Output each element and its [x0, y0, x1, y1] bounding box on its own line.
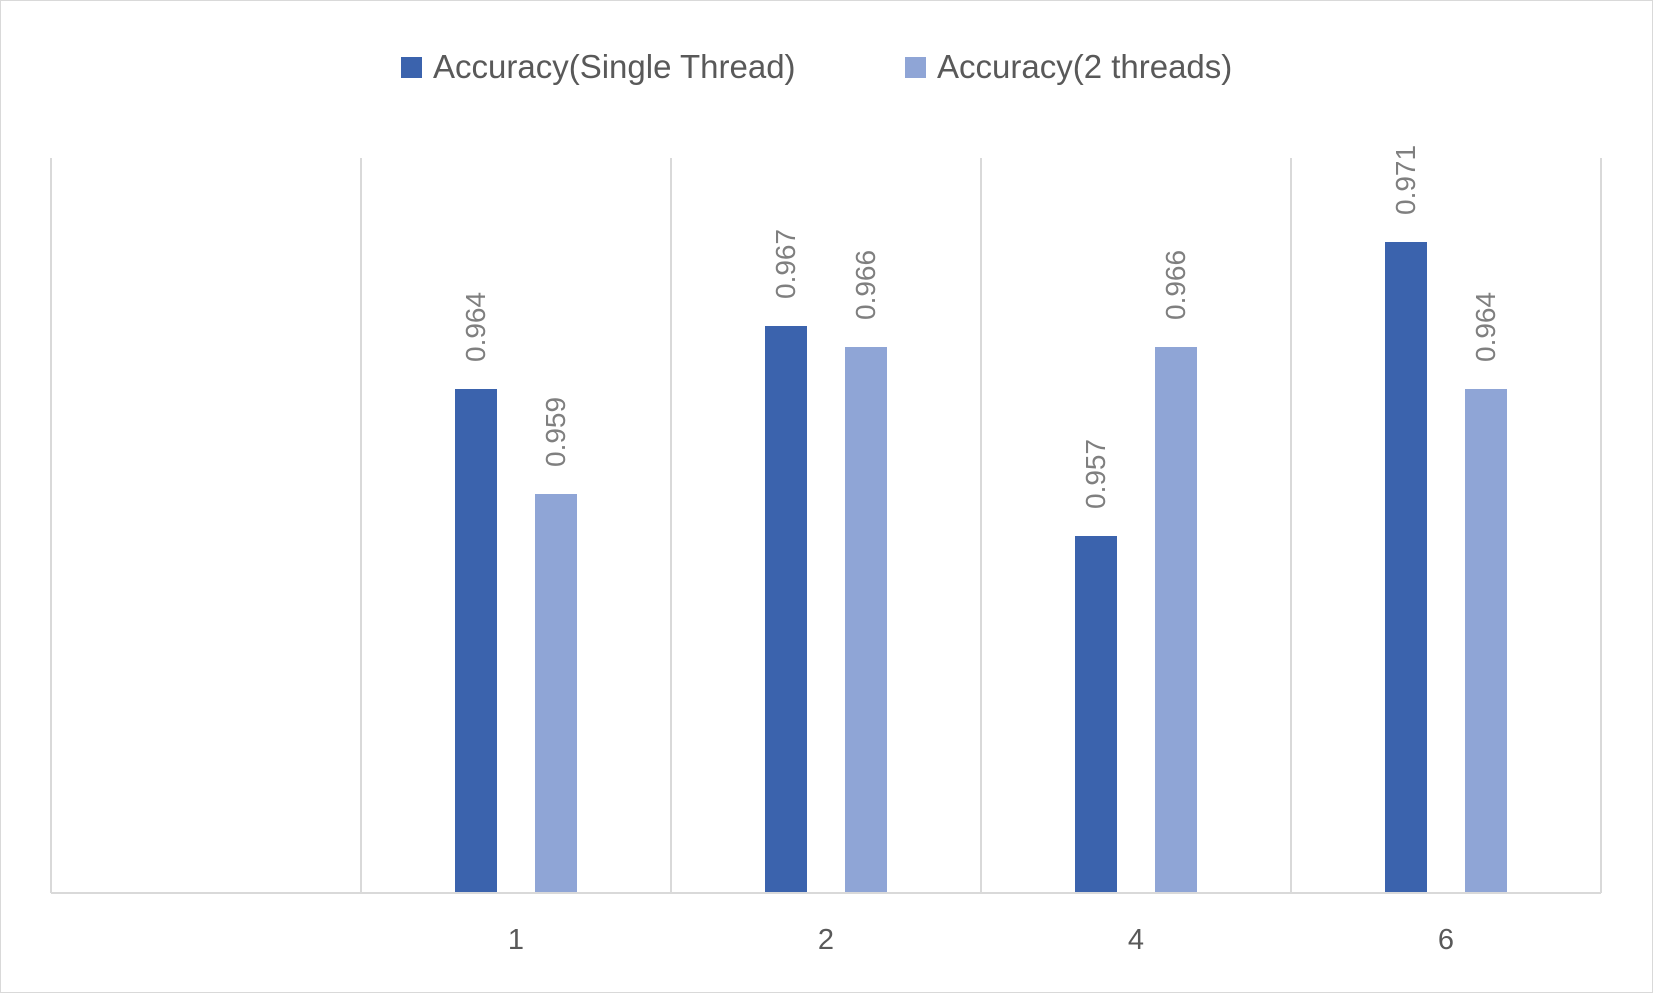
- bar-2-threads-4: [1155, 347, 1197, 893]
- bars-group: [455, 242, 1507, 893]
- bar-2-threads-6: [1465, 389, 1507, 893]
- x-axis: 1 2 4 6: [51, 892, 1601, 956]
- value-labels-group: 0.964 0.967 0.957 0.971 0.959 0.966 0.966 0.964: [460, 145, 1501, 509]
- value-label: 0.957: [1080, 439, 1111, 509]
- x-tick-label: 4: [1128, 924, 1144, 956]
- value-label: 0.971: [1390, 145, 1421, 215]
- x-tick-label: 1: [508, 924, 524, 956]
- bar-2-threads-1: [535, 494, 577, 893]
- bar-single-thread-1: [455, 389, 497, 893]
- legend-label: Accuracy(Single Thread): [433, 48, 796, 85]
- value-label: 0.966: [1160, 250, 1191, 320]
- bar-2-threads-2: [845, 347, 887, 893]
- legend-swatch: [905, 57, 926, 78]
- bar-single-thread-6: [1385, 242, 1427, 893]
- legend-label: Accuracy(2 threads): [937, 48, 1232, 85]
- value-label: 0.967: [770, 229, 801, 299]
- value-label: 0.964: [460, 292, 491, 362]
- legend-swatch: [401, 57, 422, 78]
- value-label: 0.966: [850, 250, 881, 320]
- bar-single-thread-2: [765, 326, 807, 893]
- x-tick-label: 6: [1438, 924, 1454, 956]
- bar-single-thread-4: [1075, 536, 1117, 893]
- category-gridlines: [50, 158, 1602, 893]
- value-label: 0.964: [1470, 292, 1501, 362]
- value-label: 0.959: [540, 397, 571, 467]
- x-tick-label: 2: [818, 924, 834, 956]
- legend: Accuracy(Single Thread) Accuracy(2 thread…: [401, 48, 1232, 85]
